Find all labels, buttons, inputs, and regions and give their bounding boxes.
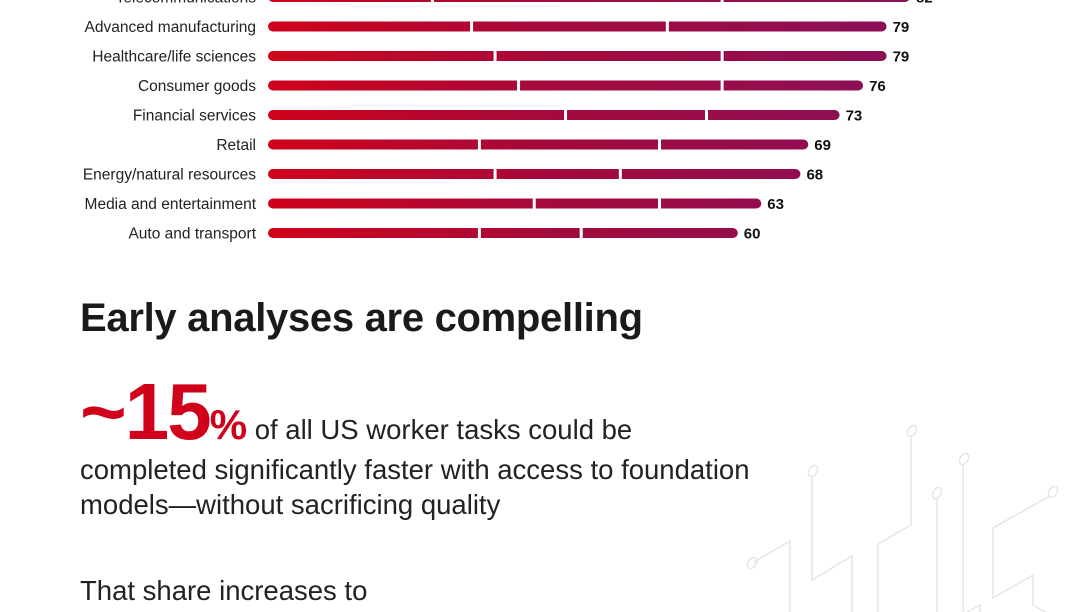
section-heading: Early analyses are compelling xyxy=(80,296,643,340)
bar xyxy=(268,169,801,179)
value-label: 76 xyxy=(869,78,886,95)
stacked-bar-chart: Telecommunications 82 Advanced manufacturi… xyxy=(83,0,933,243)
value-label: 69 xyxy=(814,137,831,154)
bar xyxy=(268,80,864,91)
bar-row: Financial services 73 xyxy=(133,108,862,125)
segment-divider xyxy=(720,79,724,92)
segment-divider xyxy=(532,197,536,210)
circuit-decoration xyxy=(746,424,1059,612)
value-label: 63 xyxy=(767,196,784,213)
bar-row: Media and entertainment 63 xyxy=(85,196,784,213)
bar-row: Telecommunications 82 xyxy=(116,0,933,7)
category-label: Telecommunications xyxy=(116,0,257,7)
segment-divider xyxy=(517,79,521,92)
segment-divider xyxy=(477,138,481,151)
category-label: Retail xyxy=(216,137,256,154)
segment-divider xyxy=(430,0,434,3)
segment-divider xyxy=(720,50,724,62)
category-label: Consumer goods xyxy=(138,78,256,95)
segment-divider xyxy=(658,197,661,210)
bar xyxy=(268,110,840,120)
category-label: Energy/natural resources xyxy=(83,167,256,184)
category-label: Auto and transport xyxy=(128,226,256,243)
bar xyxy=(269,0,910,2)
bar-row: Healthcare/life sciences 79 xyxy=(92,49,909,66)
value-label: 79 xyxy=(893,19,910,36)
segment-divider xyxy=(564,109,568,121)
stat-text: of all US worker tasks could be complete… xyxy=(80,414,750,520)
segment-divider xyxy=(720,0,724,3)
segment-divider xyxy=(579,227,583,239)
value-label: 82 xyxy=(916,0,933,7)
segment-divider xyxy=(658,138,661,151)
bar xyxy=(268,21,887,32)
bar xyxy=(268,228,738,238)
value-label: 68 xyxy=(806,167,823,184)
bar xyxy=(268,51,887,61)
segment-divider xyxy=(493,168,497,180)
category-label: Advanced manufacturing xyxy=(85,19,256,36)
bar-row: Auto and transport 60 xyxy=(128,226,760,243)
segment-divider xyxy=(477,227,481,239)
next-paragraph: That share increases to xyxy=(80,575,368,606)
category-label: Media and entertainment xyxy=(85,196,257,213)
category-label: Financial services xyxy=(133,108,256,125)
bar-row: Energy/natural resources 68 xyxy=(83,167,823,184)
stat-paragraph: ~15% of all US worker tasks could be com… xyxy=(80,372,760,522)
bar-row: Retail 69 xyxy=(216,137,831,154)
segment-divider xyxy=(493,50,497,62)
stat-unit: % xyxy=(209,401,248,448)
value-label: 60 xyxy=(744,226,761,243)
bar-row: Consumer goods 76 xyxy=(138,78,886,95)
segment-divider xyxy=(470,20,474,33)
bar xyxy=(268,198,762,209)
stat-value: ~15 xyxy=(80,367,212,456)
value-label: 73 xyxy=(846,108,863,125)
segment-divider xyxy=(665,20,669,33)
category-label: Healthcare/life sciences xyxy=(92,49,256,66)
bar-row: Advanced manufacturing 79 xyxy=(85,19,910,36)
bar xyxy=(268,139,809,150)
segment-divider xyxy=(618,168,622,180)
segment-divider xyxy=(704,109,708,121)
value-label: 79 xyxy=(893,49,910,66)
